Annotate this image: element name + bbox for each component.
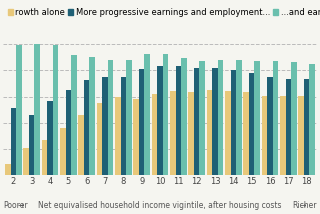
Bar bbox=[29, 115, 34, 175]
Bar bbox=[286, 79, 291, 175]
Bar bbox=[188, 92, 194, 175]
Bar bbox=[42, 140, 47, 175]
Bar bbox=[280, 96, 286, 175]
Bar bbox=[78, 115, 84, 175]
Bar bbox=[236, 60, 242, 175]
Bar bbox=[152, 94, 157, 175]
Bar bbox=[102, 77, 108, 175]
Bar bbox=[262, 96, 267, 175]
Bar bbox=[139, 69, 144, 175]
Bar bbox=[71, 55, 76, 175]
Bar bbox=[163, 54, 168, 175]
Bar bbox=[121, 77, 126, 175]
Bar bbox=[34, 44, 40, 175]
Bar bbox=[273, 61, 278, 175]
Legend: rowth alone, More progressive earnings and employment..., ...and earnings uprati: rowth alone, More progressive earnings a… bbox=[4, 4, 320, 20]
Bar bbox=[47, 101, 53, 175]
Bar bbox=[89, 57, 95, 175]
Text: Net equivalised household income vigintile, after housing costs: Net equivalised household income viginti… bbox=[38, 201, 282, 210]
Bar bbox=[199, 61, 205, 175]
Bar bbox=[157, 66, 163, 175]
Text: →: → bbox=[18, 201, 24, 210]
Bar bbox=[84, 80, 89, 175]
Bar bbox=[218, 60, 223, 175]
Bar bbox=[249, 73, 254, 175]
Bar bbox=[133, 99, 139, 175]
Bar bbox=[60, 128, 66, 175]
Bar bbox=[207, 90, 212, 175]
Bar bbox=[212, 68, 218, 175]
Bar bbox=[254, 61, 260, 175]
Bar bbox=[115, 97, 121, 175]
Bar bbox=[194, 68, 199, 175]
Bar bbox=[66, 90, 71, 175]
Bar bbox=[231, 70, 236, 175]
Bar bbox=[225, 91, 231, 175]
Bar bbox=[170, 91, 176, 175]
Bar bbox=[108, 60, 113, 175]
Bar bbox=[299, 96, 304, 175]
Bar bbox=[5, 164, 11, 175]
Bar bbox=[11, 108, 16, 175]
Bar bbox=[16, 45, 21, 175]
Bar bbox=[181, 58, 187, 175]
Bar bbox=[176, 66, 181, 175]
Bar bbox=[144, 54, 150, 175]
Bar bbox=[53, 45, 58, 175]
Bar bbox=[304, 79, 309, 175]
Text: →: → bbox=[299, 201, 306, 210]
Bar bbox=[291, 62, 297, 175]
Bar bbox=[23, 148, 29, 175]
Bar bbox=[126, 60, 132, 175]
Bar bbox=[267, 77, 273, 175]
Text: Poorer: Poorer bbox=[3, 201, 28, 210]
Text: Richer: Richer bbox=[292, 201, 317, 210]
Bar bbox=[244, 92, 249, 175]
Bar bbox=[309, 64, 315, 175]
Bar bbox=[97, 103, 102, 175]
